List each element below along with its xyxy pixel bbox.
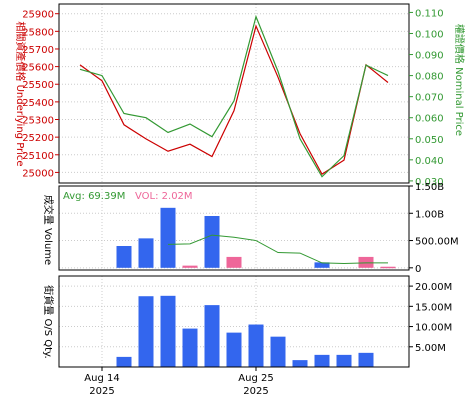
x-tick-year: 2025 — [243, 386, 268, 397]
outstanding-plot-frame — [58, 275, 410, 368]
outstanding-tick-label: 20.00M — [415, 282, 452, 293]
outstanding-panel: 20.00M 15.00M 10.00M 5.00M 街貨量 O/S Qty. — [42, 275, 452, 368]
volume-current-label: VOL: 2.02M — [135, 191, 193, 202]
right-tick-label: 0.060 — [415, 114, 444, 125]
x-axis: Aug 14 2025 Aug 25 2025 — [84, 367, 274, 397]
left-tick-label: 25300 — [22, 116, 54, 127]
outstanding-bar — [292, 360, 308, 367]
outstanding-bar — [204, 305, 220, 367]
warrant-price-line — [79, 14, 389, 178]
outstanding-bar — [248, 324, 264, 367]
right-tick-label: 0.080 — [415, 72, 444, 83]
price-plot-frame — [58, 3, 410, 184]
volume-plot-frame — [58, 185, 410, 271]
volume-tick-label: 1.50B — [415, 182, 444, 193]
volume-bar — [358, 256, 374, 268]
right-tick-label: 0.040 — [415, 156, 444, 167]
volume-average-line — [167, 234, 388, 264]
x-tick-label: Aug 14 — [84, 373, 119, 384]
volume-bar — [182, 265, 198, 268]
price-panel: 25900 25800 25700 25600 25500 25400 25300 25200… — [14, 3, 466, 188]
outstanding-bar — [358, 352, 374, 367]
outstanding-bar — [182, 328, 198, 367]
outstanding-tick-label: 10.00M — [415, 323, 452, 334]
volume-tick-label: 500.00M — [415, 237, 459, 248]
right-tick-label: 0.070 — [415, 93, 444, 104]
left-axis-title: 相關資產價格 Underlying Price — [14, 21, 27, 166]
left-tick-label: 25800 — [22, 27, 54, 38]
left-tick-label: 25700 — [22, 45, 54, 56]
outstanding-axis-title: 街貨量 O/S Qty. — [42, 285, 55, 358]
outstanding-tick-label: 5.00M — [415, 343, 446, 354]
volume-bar — [138, 238, 154, 268]
volume-panel: 1.50B 1.00B 500.00M 0 Avg: 69.39M VOL: 2.02M 成… — [42, 182, 459, 275]
right-tick-label: 0.050 — [415, 135, 444, 146]
outstanding-bar — [270, 336, 286, 367]
right-axis-title: 權證價格 Nominal Price — [453, 24, 466, 136]
x-tick-year: 2025 — [89, 386, 114, 397]
outstanding-bar — [336, 354, 352, 367]
left-tick-label: 25900 — [22, 10, 54, 21]
left-tick-label: 25500 — [22, 80, 54, 91]
volume-bar — [380, 266, 396, 269]
volume-bar — [204, 216, 220, 268]
volume-bar — [226, 256, 242, 268]
left-tick-label: 25600 — [22, 63, 54, 74]
left-tick-label: 25400 — [22, 98, 54, 109]
volume-axis-title: 成交量 Volume — [42, 195, 55, 265]
volume-bar — [314, 262, 330, 268]
outstanding-bar — [226, 332, 242, 367]
left-tick-label: 25000 — [22, 168, 54, 179]
outstanding-bar — [138, 296, 154, 367]
outstanding-bar — [314, 354, 330, 367]
underlying-price-line — [79, 24, 389, 176]
volume-tick-label: 0 — [415, 264, 421, 275]
left-tick-label: 25100 — [22, 151, 54, 162]
right-tick-label: 0.030 — [415, 177, 444, 188]
outstanding-tick-label: 15.00M — [415, 302, 452, 313]
right-tick-label: 0.100 — [415, 29, 444, 40]
volume-bar — [160, 207, 176, 268]
volume-average-label: Avg: 69.39M — [63, 191, 125, 202]
left-tick-label: 25200 — [22, 133, 54, 144]
x-tick-label: Aug 25 — [238, 373, 273, 384]
volume-tick-label: 1.00B — [415, 209, 444, 220]
right-tick-label: 0.090 — [415, 51, 444, 62]
volume-bar — [116, 246, 132, 268]
right-tick-label: 0.110 — [415, 8, 444, 19]
outstanding-bar — [160, 295, 176, 367]
outstanding-bar — [116, 356, 132, 367]
